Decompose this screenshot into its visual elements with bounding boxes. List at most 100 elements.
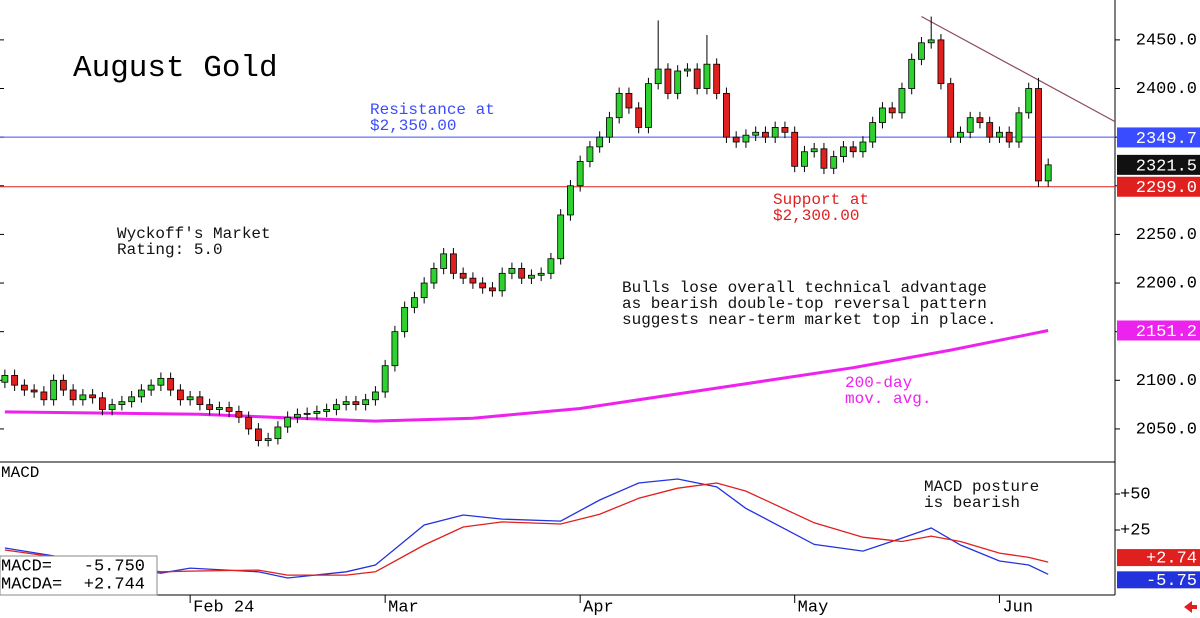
candle-body [128, 396, 136, 403]
candle-body [879, 107, 886, 123]
candle-body [254, 428, 262, 442]
annotation: is bearish [924, 494, 1020, 512]
candle-body [752, 131, 760, 136]
level-tag [1117, 320, 1200, 341]
candle-body [908, 58, 916, 89]
candle-body [937, 39, 945, 85]
macd-title: MACD [1, 464, 39, 482]
y-tick-label: 2100.0 [1136, 372, 1197, 391]
candle-body [206, 404, 214, 410]
candle-body [362, 399, 370, 406]
candle-body [479, 282, 487, 289]
candle-body [869, 122, 877, 143]
candle-body [557, 214, 565, 260]
candle-body [567, 185, 574, 216]
candle-body [966, 117, 974, 133]
candle-body [840, 146, 847, 157]
candle-body [635, 107, 643, 128]
candle-body [1015, 112, 1023, 143]
candle-body [430, 268, 438, 284]
candle-body [703, 63, 711, 89]
macd-tag [1117, 549, 1200, 567]
scroll-arrow[interactable] [1184, 601, 1197, 613]
candle-body [440, 253, 448, 269]
candle-body [108, 404, 116, 410]
x-tick-label: Feb 24 [193, 598, 254, 617]
candle-body [20, 384, 28, 391]
candle-body [859, 141, 867, 153]
candle-body [684, 68, 691, 72]
candle-body [30, 389, 38, 393]
candle-body [50, 379, 58, 401]
readout-value: -5.750 [84, 557, 145, 576]
candle-body [1035, 88, 1042, 182]
candle-body [352, 401, 360, 406]
candle-body [498, 272, 506, 292]
candle-body [606, 117, 613, 138]
candle-body [225, 407, 233, 412]
candle-body [693, 68, 701, 89]
candle-body [303, 412, 311, 415]
candle-body [176, 389, 184, 401]
candle-body [1, 375, 9, 383]
candle-body [576, 161, 584, 187]
trendline [921, 15, 1116, 123]
macd-line [4, 478, 1049, 579]
candle-body [801, 151, 808, 167]
candle-body [59, 379, 67, 391]
candle-body [40, 391, 48, 401]
candle-body [372, 391, 379, 401]
candle-body [196, 396, 204, 406]
y-tick-label: 2400.0 [1136, 80, 1197, 99]
level-tag [1117, 176, 1200, 197]
candle-body [186, 396, 194, 401]
candle-body [293, 413, 301, 418]
candle-body [264, 438, 272, 442]
level-tag-label: 2349.7 [1136, 130, 1197, 149]
candle-body [1025, 88, 1033, 114]
y-tick-label: 2250.0 [1136, 226, 1197, 245]
candle-body [489, 287, 496, 292]
annotation: $2,350.00 [370, 117, 456, 135]
candle-body [518, 268, 526, 279]
x-tick-label: Jun [1002, 598, 1033, 617]
candle-body [118, 401, 126, 406]
candle-body [333, 404, 340, 410]
annotation: $2,300.00 [773, 207, 859, 225]
candle-body [391, 331, 399, 367]
candle-body [89, 394, 97, 399]
candle-body [342, 401, 350, 406]
y-tick-label: 2200.0 [1136, 275, 1197, 294]
candle-body [820, 148, 828, 169]
candle-body [450, 253, 457, 274]
macd-y-tick-label: +50 [1120, 485, 1151, 504]
candle-body [654, 68, 662, 85]
candle-body [664, 68, 672, 94]
x-tick-label: May [798, 598, 829, 617]
candle-body [323, 409, 331, 412]
annotation: suggests near-term market top in place. [622, 311, 996, 329]
y-tick-label: 2050.0 [1136, 420, 1197, 439]
candle-body [313, 411, 321, 414]
candle-body [771, 127, 779, 138]
macd-tag-label: +2.74 [1146, 550, 1197, 569]
candle-body [69, 389, 77, 401]
candle-body [537, 272, 545, 276]
candle-body [625, 92, 633, 109]
candle-body [79, 394, 87, 401]
candle-body [235, 411, 243, 418]
annotation: 200-day [845, 374, 913, 392]
candle-body [898, 88, 906, 114]
candle-body [986, 122, 994, 138]
candle-body [732, 136, 740, 143]
candle-body [1044, 164, 1052, 182]
candle-body [508, 268, 516, 274]
candle-body [147, 384, 155, 391]
level-tag-label: 2299.0 [1136, 179, 1197, 198]
annotation: Resistance at [370, 101, 495, 119]
x-tick-label: Apr [583, 598, 614, 617]
macd-tag-label: -5.75 [1146, 572, 1197, 591]
candle-body [615, 92, 623, 119]
